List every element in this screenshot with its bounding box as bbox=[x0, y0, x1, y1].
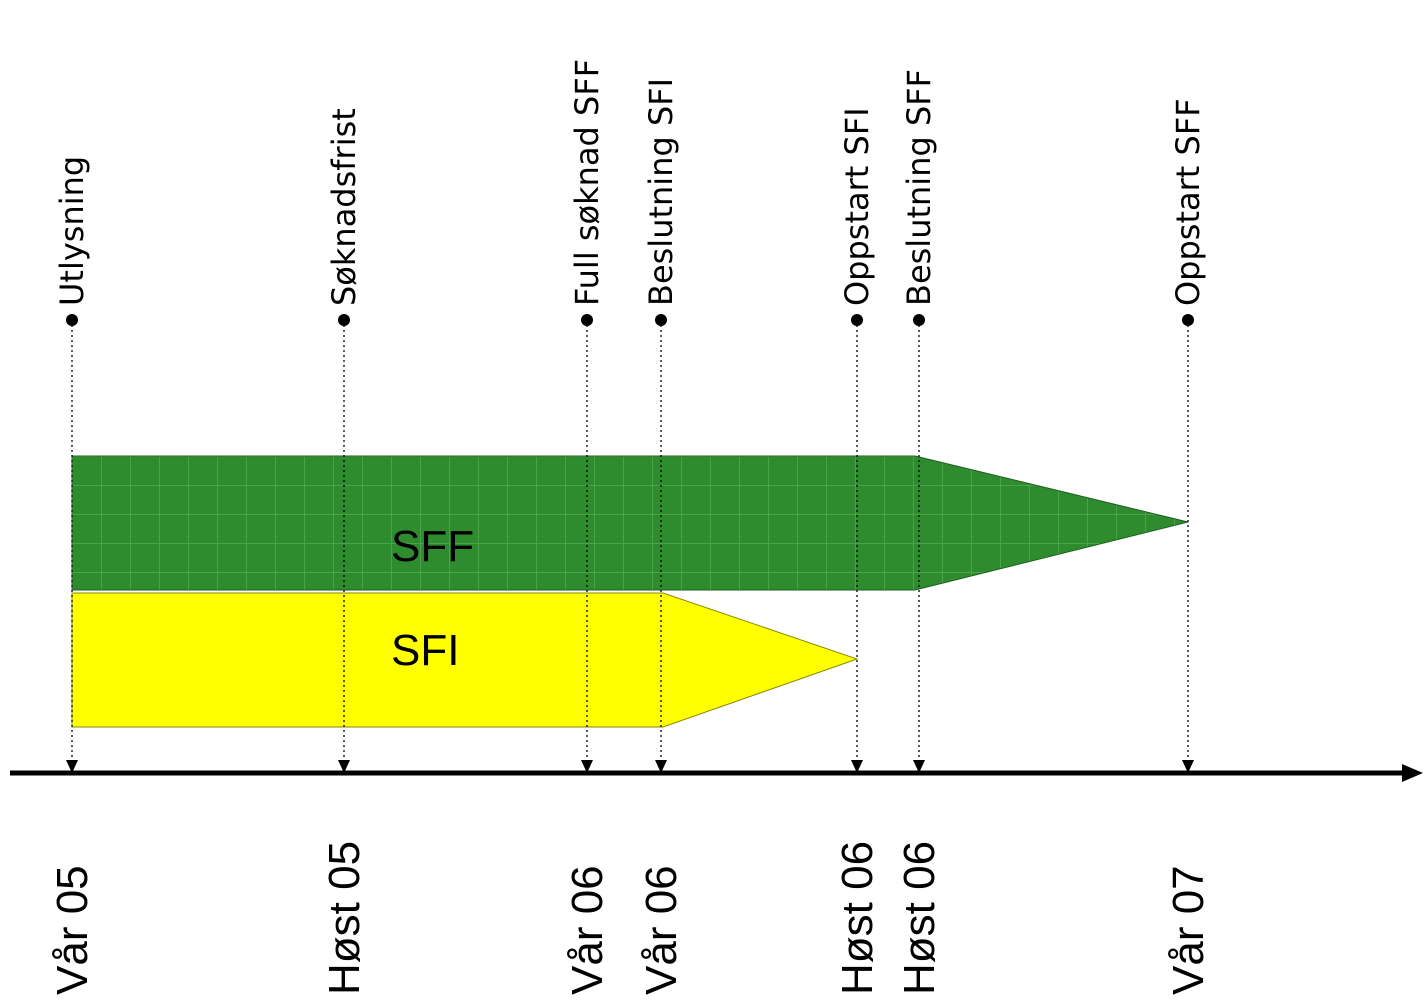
milestone-label: Oppstart SFI bbox=[838, 107, 876, 306]
milestone-dot bbox=[581, 314, 593, 326]
milestone-dot bbox=[66, 314, 78, 326]
milestone-arrow-marker bbox=[913, 760, 925, 773]
milestone-dot bbox=[851, 314, 863, 326]
milestone-utlysning: Utlysning Vår 05 bbox=[48, 156, 97, 995]
milestone-full-soknad-sff: Full søknad SFF Vår 06 bbox=[563, 59, 612, 995]
milestone-label: Beslutning SFI bbox=[642, 78, 680, 306]
milestone-oppstart-sff: Oppstart SFF Vår 07 bbox=[1164, 98, 1213, 995]
period-label: Høst 05 bbox=[320, 841, 369, 995]
period-label: Vår 07 bbox=[1164, 865, 1213, 995]
milestone-arrow-marker bbox=[1182, 760, 1194, 773]
milestone-beslutning-sfi: Beslutning SFI Vår 06 bbox=[637, 78, 686, 995]
milestone-oppstart-sfi: Oppstart SFI Høst 06 bbox=[833, 107, 882, 995]
milestone-label: Full søknad SFF bbox=[568, 59, 606, 306]
milestone-label: Utlysning bbox=[53, 156, 91, 306]
period-label: Vår 06 bbox=[637, 865, 686, 995]
sff-bar bbox=[71, 455, 1189, 591]
sff-bar-label: SFF bbox=[391, 522, 474, 571]
milestone-dot bbox=[338, 314, 350, 326]
period-label: Høst 06 bbox=[833, 841, 882, 995]
milestone-label: Beslutning SFF bbox=[900, 69, 938, 306]
period-label: Vår 05 bbox=[48, 865, 97, 995]
period-label: Vår 06 bbox=[563, 865, 612, 995]
milestone-dot bbox=[1182, 314, 1194, 326]
milestone-soknadsfrist: Søknadsfrist Høst 05 bbox=[320, 108, 369, 995]
milestone-arrow-marker bbox=[655, 760, 667, 773]
milestone-dot bbox=[913, 314, 925, 326]
milestone-label: Oppstart SFF bbox=[1169, 98, 1207, 306]
milestone-arrow-marker bbox=[851, 760, 863, 773]
milestone-arrow-marker bbox=[581, 760, 593, 773]
time-axis-arrowhead bbox=[1402, 764, 1423, 782]
milestone-arrow-marker bbox=[66, 760, 78, 773]
milestone-arrow-marker bbox=[338, 760, 350, 773]
sfi-bar-label: SFI bbox=[391, 626, 459, 675]
milestone-label: Søknadsfrist bbox=[325, 108, 363, 306]
period-label: Høst 06 bbox=[895, 841, 944, 995]
sfi-bar bbox=[71, 592, 859, 728]
milestone-beslutning-sff: Beslutning SFF Høst 06 bbox=[895, 69, 944, 995]
milestone-dot bbox=[655, 314, 667, 326]
